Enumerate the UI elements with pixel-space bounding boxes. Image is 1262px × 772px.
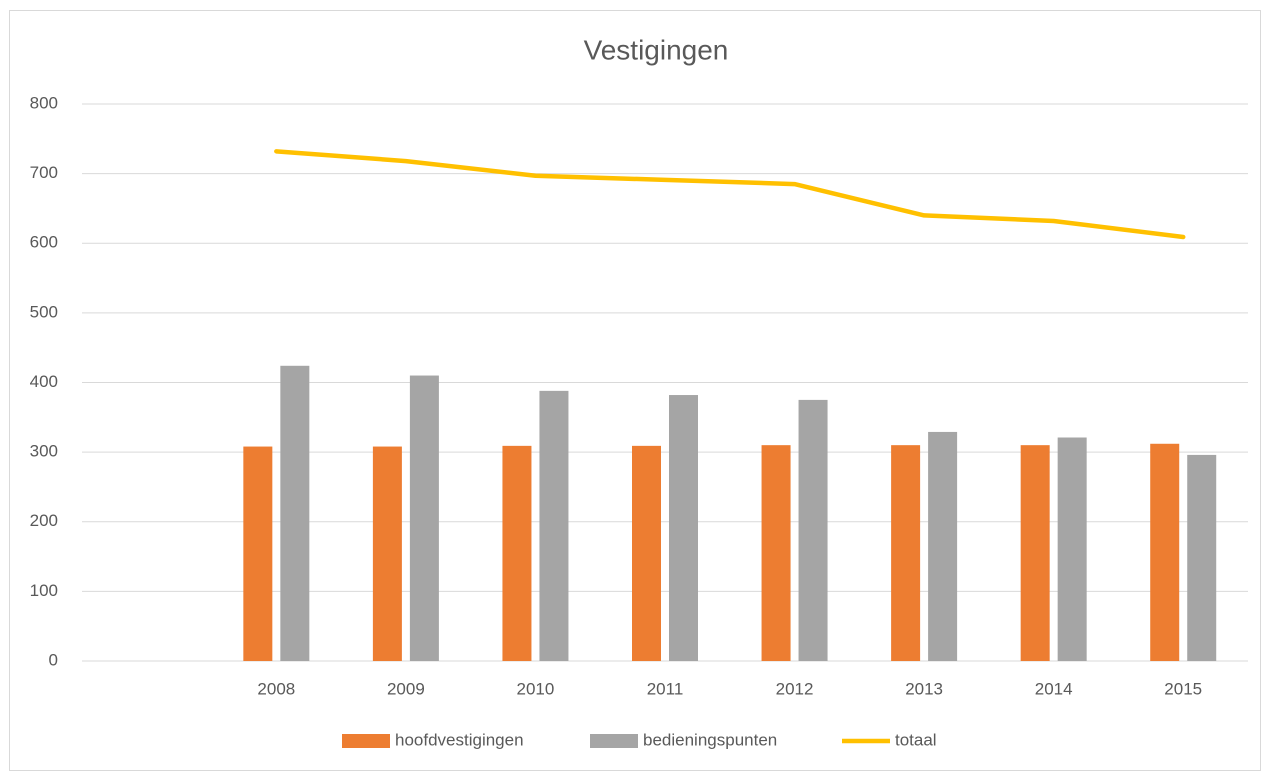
y-tick-label: 700 — [30, 163, 58, 182]
y-tick-label: 300 — [30, 442, 58, 461]
legend-label: hoofdvestigingen — [395, 730, 524, 749]
bar — [280, 365, 310, 661]
legend-label: totaal — [895, 730, 937, 749]
chart-title: Vestigingen — [584, 34, 729, 65]
bar — [1150, 443, 1180, 661]
x-tick-label: 2010 — [517, 679, 555, 698]
bar — [1057, 437, 1087, 661]
bar — [632, 445, 661, 661]
x-tick-label: 2012 — [776, 679, 814, 698]
bar — [1187, 454, 1217, 661]
bar — [669, 395, 698, 661]
x-tick-label: 2011 — [647, 679, 684, 698]
x-tick-label: 2009 — [387, 679, 425, 698]
x-tick-label: 2008 — [257, 679, 295, 698]
x-tick-label: 2013 — [905, 679, 943, 698]
legend-label: bedieningspunten — [643, 730, 777, 749]
bar — [1020, 445, 1050, 661]
bar — [539, 390, 569, 661]
bar — [891, 445, 921, 661]
bar — [502, 445, 532, 661]
legend-swatch — [590, 734, 638, 748]
y-tick-label: 800 — [30, 93, 58, 112]
bar — [409, 375, 439, 661]
bar — [372, 446, 402, 661]
y-tick-label: 100 — [30, 581, 58, 600]
bar — [928, 431, 958, 661]
y-tick-label: 600 — [30, 233, 58, 252]
x-tick-label: 2015 — [1164, 679, 1202, 698]
y-tick-label: 0 — [49, 650, 58, 669]
y-tick-label: 200 — [30, 511, 58, 530]
legend-swatch — [342, 734, 390, 748]
bar — [761, 445, 791, 661]
line — [274, 149, 1186, 240]
y-tick-label: 400 — [30, 372, 58, 391]
bar — [798, 399, 828, 661]
bar — [243, 446, 273, 661]
x-tick-label: 2014 — [1035, 679, 1073, 698]
y-tick-label: 500 — [30, 302, 58, 321]
